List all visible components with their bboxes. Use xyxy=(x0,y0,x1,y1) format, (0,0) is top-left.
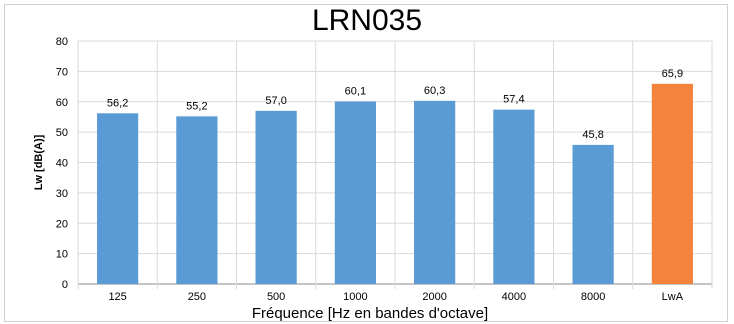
bars xyxy=(97,83,693,285)
bar-1000 xyxy=(334,101,376,284)
bar-4000 xyxy=(493,109,535,285)
y-tick-label: 60 xyxy=(56,97,68,109)
y-tick-label: 30 xyxy=(56,188,68,200)
data-label: 57,0 xyxy=(265,95,286,107)
data-label: 65,9 xyxy=(662,68,683,80)
y-tick-label: 70 xyxy=(56,66,68,78)
x-axis-label: Fréquence [Hz en bandes d'octave] xyxy=(252,305,488,322)
chart-frame xyxy=(4,4,728,322)
x-tick-label: 500 xyxy=(267,291,285,303)
bar-500 xyxy=(255,110,297,284)
data-labels: 56,2 55,2 57,0 60,1 60,3 57,4 45,8 65,9 xyxy=(107,68,683,141)
x-tick-labels: 125 250 500 1000 2000 4000 8000 LwA xyxy=(108,291,683,303)
data-label: 56,2 xyxy=(107,97,128,109)
bar-250 xyxy=(176,116,218,284)
y-tick-label: 10 xyxy=(56,249,68,261)
data-label: 60,3 xyxy=(424,85,445,97)
data-label: 55,2 xyxy=(186,100,207,112)
x-tick-label: 1000 xyxy=(343,291,367,303)
x-tick-label: 250 xyxy=(188,291,206,303)
data-label: 60,1 xyxy=(345,85,366,97)
chart-title: LRN035 xyxy=(311,4,423,37)
x-tick-label: 2000 xyxy=(422,291,446,303)
y-tick-label: 0 xyxy=(62,279,68,291)
data-label: 57,4 xyxy=(503,94,524,106)
x-tick-label: 125 xyxy=(108,291,126,303)
bar-LwA xyxy=(651,83,693,284)
bar-125 xyxy=(97,113,139,284)
y-tick-labels: 0 10 20 30 40 50 60 70 80 xyxy=(56,36,68,291)
bar-8000 xyxy=(572,144,614,284)
x-tick-label: 4000 xyxy=(502,291,526,303)
y-axis-label: Lw [dB(A)] xyxy=(33,134,45,190)
data-label: 45,8 xyxy=(582,129,603,141)
y-tick-label: 50 xyxy=(56,127,68,139)
y-tick-label: 20 xyxy=(56,218,68,230)
x-tick-label: LwA xyxy=(662,291,684,303)
y-tick-label: 80 xyxy=(56,36,68,48)
bar-2000 xyxy=(414,100,456,285)
x-tick-label: 8000 xyxy=(581,291,605,303)
gridlines xyxy=(77,40,713,289)
y-tick-label: 40 xyxy=(56,158,68,170)
